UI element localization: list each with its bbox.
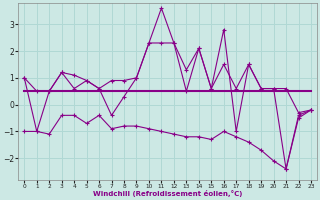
X-axis label: Windchill (Refroidissement éolien,°C): Windchill (Refroidissement éolien,°C) <box>93 190 242 197</box>
